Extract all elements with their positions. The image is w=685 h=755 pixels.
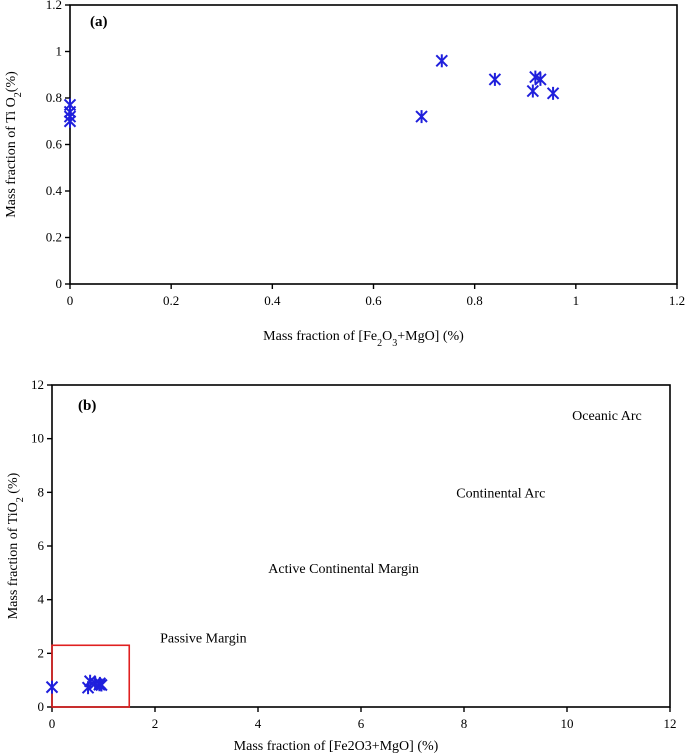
y-tick-label: 0.4 bbox=[46, 183, 63, 198]
x-axis-label: Mass fraction of [Fe2O3+MgO] (%) bbox=[263, 329, 464, 349]
scatter-panel-a: 0 0.2 0.4 0.6 0.8 1 1.2 0 0.2 0.4 0.6 0.8 1 1.2 Mass f… bbox=[4, 0, 685, 349]
x-tick-label: 4 bbox=[255, 716, 262, 731]
x-axis-label: Mass fraction of [Fe2O3+MgO] (%) bbox=[234, 739, 439, 754]
y-tick-label: 0 bbox=[38, 699, 45, 714]
x-tick-label: 1 bbox=[573, 293, 580, 308]
y-axis-label: Mass fraction of Ti O2(%) bbox=[4, 71, 24, 218]
x-tick-label: 0 bbox=[49, 716, 56, 731]
y-tick-label: 1.2 bbox=[46, 0, 62, 12]
y-tick-label: 0.8 bbox=[46, 90, 62, 105]
x-tick-label: 8 bbox=[461, 716, 468, 731]
y-tick-label: 6 bbox=[38, 538, 45, 553]
x-tick-label: 1.2 bbox=[669, 293, 685, 308]
y-axis-label: Mass fraction of TiO2 (%) bbox=[6, 472, 26, 619]
y-tick-label: 0.2 bbox=[46, 230, 62, 245]
x-tick-label: 0.2 bbox=[163, 293, 179, 308]
y-tick-label: 0.6 bbox=[46, 137, 63, 152]
y-tick-label: 1 bbox=[56, 44, 63, 59]
panel-label: (a) bbox=[90, 14, 108, 30]
x-tick-label: 10 bbox=[561, 716, 574, 731]
x-tick-label: 0.4 bbox=[264, 293, 281, 308]
data-point bbox=[488, 72, 502, 86]
region-label: Oceanic Arc bbox=[572, 409, 642, 424]
y-tick-label: 12 bbox=[31, 377, 44, 392]
data-point bbox=[526, 84, 540, 98]
y-tick-label: 10 bbox=[31, 431, 44, 446]
x-tick-label: 0.8 bbox=[467, 293, 483, 308]
data-point bbox=[45, 680, 59, 694]
x-tick-label: 12 bbox=[664, 716, 677, 731]
plot-frame bbox=[69, 4, 678, 285]
y-tick-label: 0 bbox=[56, 276, 63, 291]
y-tick-label: 4 bbox=[38, 592, 45, 607]
x-tick-label: 0.6 bbox=[365, 293, 382, 308]
data-point bbox=[534, 72, 547, 86]
scatter-panel-b: 0 2 4 6 8 10 12 0 2 4 6 8 10 12 Mass fraction of [Fe2O… bbox=[6, 377, 677, 754]
data-point bbox=[95, 678, 108, 692]
y-tick-label: 8 bbox=[38, 484, 45, 499]
region-label: Passive Margin bbox=[160, 632, 246, 647]
panel-label: (b) bbox=[78, 398, 96, 414]
x-tick-label: 2 bbox=[152, 716, 159, 731]
plot-frame bbox=[51, 384, 671, 708]
passive-margin-box bbox=[51, 644, 131, 708]
data-point bbox=[435, 54, 448, 68]
data-point bbox=[546, 86, 560, 100]
x-tick-label: 6 bbox=[358, 716, 365, 731]
data-point bbox=[63, 98, 77, 112]
data-point bbox=[415, 110, 428, 124]
region-label: Active Continental Margin bbox=[268, 562, 419, 577]
x-tick-label: 0 bbox=[67, 293, 74, 308]
region-label: Continental Arc bbox=[456, 487, 545, 502]
y-tick-label: 2 bbox=[38, 645, 45, 660]
